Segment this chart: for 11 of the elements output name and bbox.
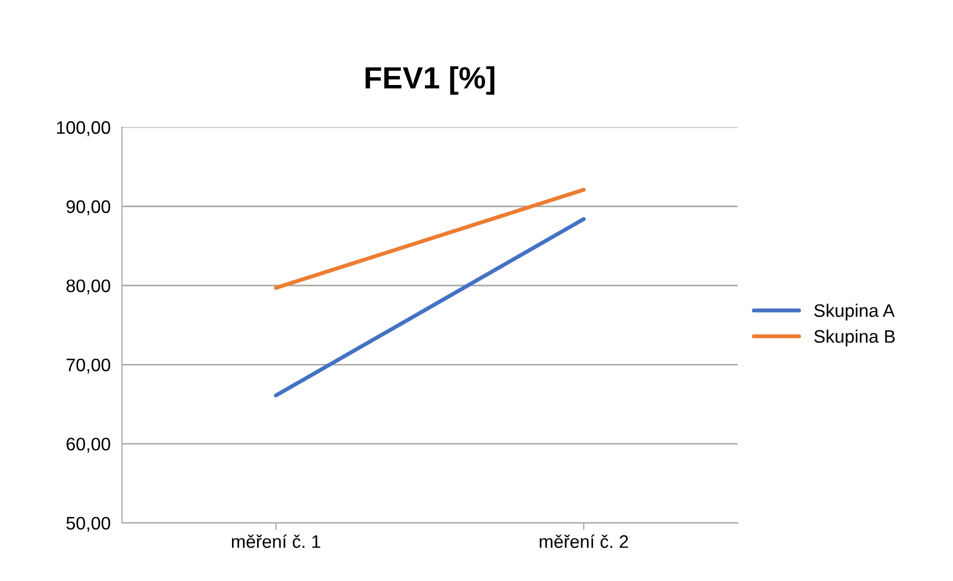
y-tick-label: 50,00 (66, 516, 110, 532)
y-tick-label: 90,00 (66, 200, 110, 216)
y-tick-label: 100,00 (57, 121, 110, 136)
y-tick-label: 70,00 (66, 358, 110, 374)
legend-label: Skupina B (814, 330, 895, 346)
chart-title: FEV1 [%] (366, 66, 494, 95)
x-tick-label: měření č. 1 (232, 534, 320, 548)
x-tick-label: měření č. 2 (540, 534, 628, 548)
y-tick-label: 60,00 (66, 438, 110, 453)
y-tick-label: 80,00 (66, 279, 110, 294)
legend-label: Skupina A (814, 304, 895, 321)
